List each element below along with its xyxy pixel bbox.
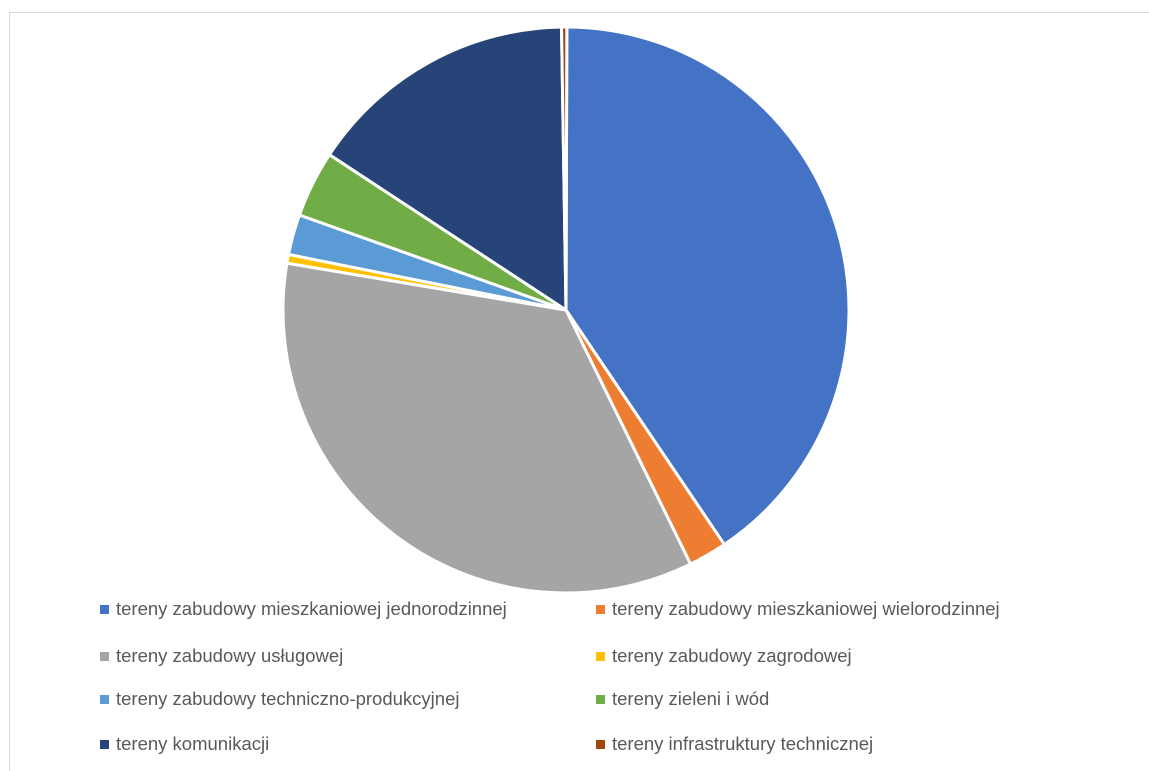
legend-swatch-icon [100,739,109,749]
legend-label: tereny zieleni i wód [612,688,770,709]
legend-swatch-icon [596,604,605,614]
pie-slice-6 [327,25,568,312]
legend-label: tereny zabudowy techniczno-produkcyjnej [116,688,460,709]
pie-slices [281,25,851,595]
legend-item-komunikacji: tereny komunikacji [100,733,269,755]
legend-swatch-icon [596,694,605,704]
legend-swatch-icon [596,651,605,661]
legend-swatch-icon [596,739,605,749]
legend-label: tereny infrastruktury technicznej [612,733,874,754]
legend-swatch-icon [100,694,109,704]
legend-swatch-icon [100,604,109,614]
pie-chart [281,25,851,595]
legend-swatch-icon [100,651,109,661]
legend-label: tereny zabudowy usługowej [116,645,344,666]
pie-slice-2 [281,261,693,595]
legend-item-mieszkaniowa-jednorodzinna: tereny zabudowy mieszkaniowej jednorodzi… [100,598,507,620]
pie-slice-7 [560,25,569,312]
legend-label: tereny komunikacji [116,733,270,754]
legend-item-uslugowa: tereny zabudowy usługowej [100,645,343,667]
legend-label: tereny zabudowy zagrodowej [612,645,852,666]
legend-label: tereny zabudowy mieszkaniowej jednorodzi… [116,598,507,619]
legend-item-zagrodowa: tereny zabudowy zagrodowej [596,645,852,667]
legend-item-zieleni-i-wod: tereny zieleni i wód [596,688,769,710]
legend-item-infrastruktury-technicznej: tereny infrastruktury technicznej [596,733,873,755]
legend-label: tereny zabudowy mieszkaniowej wielorodzi… [612,598,1000,619]
legend-item-techniczno-produkcyjna: tereny zabudowy techniczno-produkcyjnej [100,688,459,710]
legend-item-mieszkaniowa-wielorodzinna: tereny zabudowy mieszkaniowej wielorodzi… [596,598,1000,620]
pie-slice-0 [564,25,851,547]
